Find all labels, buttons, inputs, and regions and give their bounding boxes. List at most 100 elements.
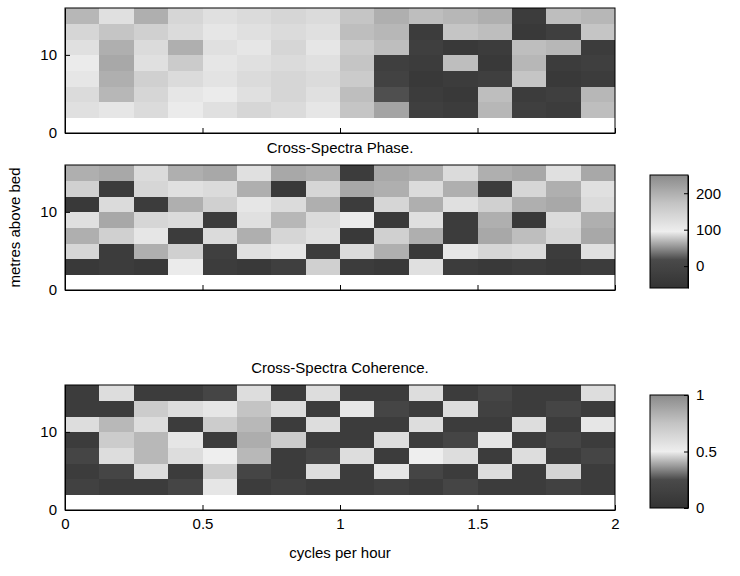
cell	[237, 243, 272, 259]
cell	[134, 479, 169, 495]
cell	[237, 71, 272, 87]
cell	[374, 448, 409, 464]
cell	[374, 432, 409, 448]
cell	[512, 416, 547, 432]
cell	[512, 385, 547, 401]
y-axis-title: metres above bed	[6, 167, 23, 287]
cell	[512, 181, 547, 197]
cell	[134, 8, 169, 24]
cell	[203, 432, 238, 448]
cell	[237, 181, 272, 197]
cell	[340, 8, 375, 24]
cell	[168, 39, 203, 55]
cell	[65, 228, 100, 244]
cell	[374, 71, 409, 87]
cell	[478, 401, 513, 417]
cell	[512, 228, 547, 244]
cell	[409, 416, 444, 432]
cell	[443, 479, 478, 495]
cell	[237, 24, 272, 40]
cell	[65, 196, 100, 212]
cell	[168, 102, 203, 118]
cell	[168, 259, 203, 275]
cell	[65, 463, 100, 479]
cell	[134, 401, 169, 417]
cell	[271, 86, 306, 102]
cell	[168, 385, 203, 401]
tick: 10	[40, 46, 70, 63]
cell	[340, 479, 375, 495]
cell	[409, 259, 444, 275]
tick	[478, 128, 479, 133]
cell	[478, 102, 513, 118]
cell	[65, 55, 100, 71]
cell	[581, 385, 615, 401]
cell	[99, 401, 134, 417]
cell	[340, 102, 375, 118]
cell	[271, 24, 306, 40]
cell	[306, 243, 341, 259]
colorbar-ramp	[650, 175, 688, 288]
cell	[374, 212, 409, 228]
cell	[512, 448, 547, 464]
cell	[271, 55, 306, 71]
cells	[65, 385, 615, 495]
tick-label: 10	[40, 203, 57, 220]
cell	[546, 416, 581, 432]
panel-title: Cross-Spectra Phase.	[267, 139, 414, 156]
cell	[271, 8, 306, 24]
cell	[478, 165, 513, 181]
cell	[203, 86, 238, 102]
cell	[99, 86, 134, 102]
tick: 1.5	[468, 505, 489, 532]
panel: 010	[40, 165, 615, 298]
cell	[203, 463, 238, 479]
cell	[306, 385, 341, 401]
cell	[168, 196, 203, 212]
cell	[65, 212, 100, 228]
cell	[478, 479, 513, 495]
cell	[374, 181, 409, 197]
cell	[478, 432, 513, 448]
cell	[546, 86, 581, 102]
colorbar: 0100200	[650, 175, 721, 289]
cell	[168, 228, 203, 244]
cell	[374, 39, 409, 55]
cell	[203, 401, 238, 417]
cell	[168, 432, 203, 448]
cell	[581, 243, 615, 259]
cell	[65, 86, 100, 102]
cell	[237, 463, 272, 479]
cell	[237, 55, 272, 71]
tick-mark	[684, 266, 688, 267]
cell	[409, 24, 444, 40]
cell	[237, 102, 272, 118]
tick	[340, 128, 341, 133]
cell	[340, 385, 375, 401]
cell	[134, 39, 169, 55]
cell	[203, 39, 238, 55]
cell	[443, 463, 478, 479]
cell	[271, 165, 306, 181]
tick-mark	[478, 285, 479, 290]
cell	[203, 228, 238, 244]
cell	[306, 463, 341, 479]
cell	[409, 432, 444, 448]
cell	[306, 432, 341, 448]
tick	[203, 285, 204, 290]
panel: 00.511.52010	[40, 385, 619, 532]
cell	[65, 448, 100, 464]
cell	[306, 8, 341, 24]
cell	[271, 196, 306, 212]
cell	[546, 448, 581, 464]
cell	[374, 385, 409, 401]
x-axis-title: cycles per hour	[289, 544, 391, 561]
cell	[237, 8, 272, 24]
cell	[478, 228, 513, 244]
cell	[134, 259, 169, 275]
cell	[374, 259, 409, 275]
colorbar-ramp	[650, 395, 688, 508]
cell	[581, 102, 615, 118]
cell	[443, 181, 478, 197]
tick	[340, 285, 341, 290]
